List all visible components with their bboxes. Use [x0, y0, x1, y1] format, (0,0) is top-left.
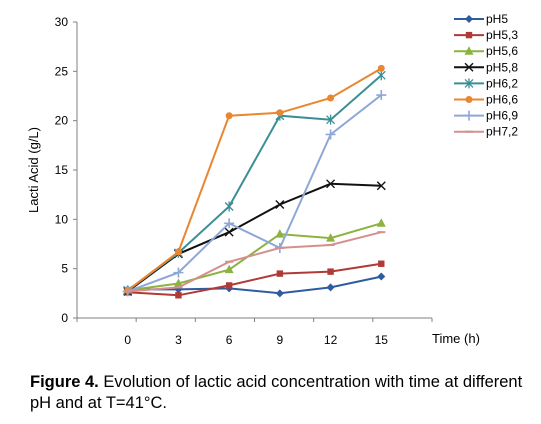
- chart-axes: 0 5 10 15 20 25 30 0 3 6 9 12 15: [55, 15, 433, 347]
- series-ph5: [123, 272, 386, 298]
- series-line-ph7-2: [127, 231, 382, 293]
- data-point-ph5-3: [378, 260, 385, 267]
- data-point-ph5: [326, 283, 335, 292]
- data-point-ph6-2: [326, 114, 336, 125]
- legend-label: pH6,2: [486, 76, 518, 90]
- legend-swatch-marker: [465, 31, 473, 39]
- legend-swatch-marker: [465, 15, 473, 23]
- data-point-ph5-6: [326, 233, 336, 242]
- data-point-ph5-8: [326, 179, 336, 189]
- series-line-ph5-8: [127, 182, 382, 293]
- series-ph5-3: [124, 260, 385, 299]
- chart-series: [122, 64, 387, 299]
- figure-caption-label: Figure 4.: [30, 373, 99, 391]
- y-tick-label: 25: [55, 64, 69, 78]
- data-point-ph5-8: [376, 181, 386, 191]
- data-point-ph6-9: [325, 129, 336, 140]
- legend-label: pH7,2: [486, 125, 518, 139]
- legend-swatch-marker: [465, 96, 473, 103]
- series-line-ph6-9: [127, 94, 382, 293]
- legend-item-ph6-6: pH6,6: [454, 93, 518, 107]
- series-ph7-2: [123, 231, 386, 293]
- legend-item-ph6-2: pH6,2: [454, 76, 518, 90]
- data-point-ph6-6: [377, 64, 385, 72]
- data-point-ph6-9: [376, 90, 387, 101]
- x-axis-label: Time (h): [432, 331, 480, 346]
- legend-item-ph6-9: pH6,9: [454, 109, 518, 123]
- y-tick-label: 0: [61, 311, 68, 325]
- legend-label: pH5,3: [486, 28, 518, 42]
- series-line-ph6-6: [127, 67, 382, 292]
- x-tick-label: 0: [124, 333, 131, 347]
- chart-legend: pH5 pH5,3 pH5,6 pH5,8 pH6,2 pH6,6 pH6,9 pH7,2: [454, 12, 518, 139]
- data-point-ph5: [275, 289, 284, 298]
- y-tick-label: 15: [55, 163, 69, 177]
- legend-item-ph7-2: pH7,2: [454, 125, 518, 139]
- legend-label: pH5: [486, 12, 508, 26]
- legend-swatch-marker: [464, 110, 474, 121]
- figure-caption-text: Evolution of lactic acid concentration w…: [30, 373, 523, 412]
- data-point-ph6-2: [376, 70, 386, 81]
- series-line-ph5-6: [127, 222, 382, 292]
- legend-item-ph5: pH5: [454, 12, 508, 26]
- legend-label: pH5,8: [486, 60, 518, 74]
- data-point-ph5-6: [275, 229, 285, 238]
- data-point-ph6-9: [173, 267, 184, 278]
- legend-swatch-marker: [464, 62, 474, 72]
- series-ph6-6: [124, 64, 385, 294]
- x-tick-label: 9: [277, 333, 284, 347]
- x-tick-label: 12: [324, 333, 338, 347]
- legend-label: pH6,9: [486, 109, 518, 123]
- data-point-ph5-8: [275, 200, 285, 210]
- data-point-ph5-6: [376, 218, 386, 227]
- data-point-ph6-6: [327, 94, 335, 102]
- legend-item-ph5-8: pH5,8: [454, 60, 518, 74]
- data-point-ph6-6: [276, 109, 284, 117]
- data-point-ph5-8: [224, 227, 234, 237]
- data-point-ph5-3: [276, 270, 284, 277]
- data-point-ph6-6: [225, 112, 233, 120]
- data-point-ph5-6: [224, 264, 234, 274]
- legend-swatch-marker: [464, 46, 474, 55]
- x-tick-label: 3: [175, 333, 182, 347]
- data-point-ph5: [377, 272, 386, 281]
- legend-item-ph5-3: pH5,3: [454, 28, 518, 42]
- series-line-ph6-2: [127, 74, 382, 292]
- data-point-ph6-6: [174, 248, 182, 256]
- y-tick-label: 20: [55, 114, 69, 128]
- data-point-ph6-2: [224, 201, 234, 212]
- figure-caption: Figure 4. Evolution of lactic acid conce…: [30, 372, 530, 414]
- x-tick-label: 6: [226, 333, 233, 347]
- series-line-ph5-3: [127, 262, 382, 297]
- legend-item-ph5-6: pH5,6: [454, 44, 518, 58]
- x-tick-label: 15: [375, 333, 389, 347]
- legend-label: pH6,6: [486, 93, 518, 107]
- y-tick-label: 30: [55, 15, 69, 29]
- series-line-ph5: [127, 275, 382, 295]
- data-point-ph6-9: [224, 218, 235, 229]
- data-point-ph5-3: [327, 268, 334, 275]
- y-axis-label: Lacti Acid (g/L): [26, 127, 41, 213]
- data-point-ph5-3: [225, 282, 233, 289]
- y-tick-label: 5: [61, 262, 68, 276]
- data-point-ph5-6: [173, 278, 183, 287]
- legend-label: pH5,6: [486, 44, 518, 58]
- data-point-ph5-3: [175, 292, 182, 299]
- series-ph6-2: [123, 70, 386, 296]
- y-tick-label: 10: [55, 212, 69, 226]
- legend-swatch-marker: [464, 78, 474, 89]
- series-ph5-6: [123, 218, 386, 294]
